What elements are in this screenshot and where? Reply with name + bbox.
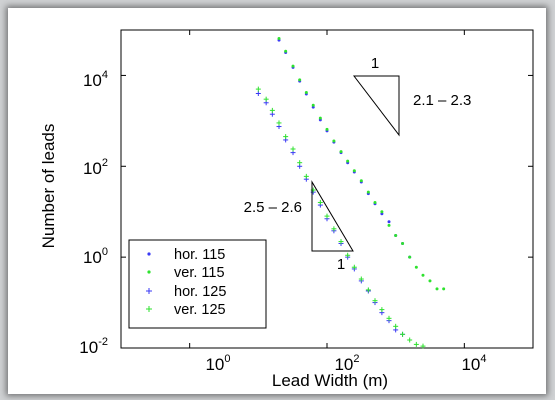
lower-triangle-slope-label: 2.5 – 2.6 <box>244 199 302 216</box>
data-point-ver-125 <box>407 337 413 343</box>
lower-slope-triangle: 2.5 – 2.6 1 <box>244 180 354 273</box>
legend-marker-hor-125 <box>146 288 152 294</box>
data-point-ver-115 <box>298 78 302 82</box>
data-point-ver-115 <box>284 49 288 53</box>
data-point-ver-115 <box>428 279 432 283</box>
data-point-ver-115 <box>394 233 398 237</box>
data-point-ver-125 <box>290 146 296 152</box>
data-point-ver-125 <box>372 298 378 304</box>
data-point-ver-115 <box>408 255 412 259</box>
data-point-ver-115 <box>352 169 356 173</box>
data-point-ver-125 <box>365 287 371 293</box>
legend-label-hor-115: hor. 115 <box>174 247 225 263</box>
upper-triangle-run-label: 1 <box>371 55 379 72</box>
data-point-ver-125 <box>269 107 275 113</box>
legend-label-ver-115: ver. 115 <box>174 265 225 281</box>
y-tick-label-1e4: 104 <box>83 69 108 90</box>
x-tick-label-1e2: 102 <box>334 353 359 374</box>
y-tick-label-1e2: 102 <box>83 157 108 178</box>
data-point-ver-125 <box>386 315 392 321</box>
data-point-ver-115 <box>373 200 377 204</box>
data-point-ver-115 <box>401 241 405 245</box>
legend-label-ver-125: ver. 125 <box>174 302 226 318</box>
data-point-ver-115 <box>291 64 295 68</box>
data-point-ver-115 <box>414 265 418 269</box>
data-point-ver-125 <box>379 307 385 313</box>
data-point-ver-115 <box>387 223 391 227</box>
data-point-ver-115 <box>277 36 281 40</box>
data-point-hor-115 <box>380 212 384 216</box>
data-point-ver-125 <box>358 276 364 282</box>
data-point-ver-115 <box>325 127 329 131</box>
x-tick-label-1e0: 100 <box>205 353 230 374</box>
data-point-ver-115 <box>421 273 425 277</box>
data-point-ver-125 <box>420 343 426 349</box>
data-point-ver-115 <box>380 210 384 214</box>
data-point-ver-115 <box>359 179 363 183</box>
data-point-ver-115 <box>332 139 336 143</box>
data-point-ver-115 <box>318 116 322 120</box>
upper-triangle-slope-label: 2.1 – 2.3 <box>413 92 471 109</box>
data-point-ver-115 <box>346 159 350 163</box>
data-point-ver-115 <box>304 91 308 95</box>
data-point-ver-125 <box>317 199 323 205</box>
data-point-ver-125 <box>263 96 269 102</box>
legend-marker-ver-115 <box>147 270 151 274</box>
data-point-ver-125 <box>297 160 303 166</box>
legend-marker-ver-125 <box>146 306 152 312</box>
data-point-ver-125 <box>338 239 344 245</box>
legend-label-hor-125: hor. 125 <box>174 284 226 300</box>
data-point-ver-125 <box>255 86 261 92</box>
tick-marks <box>121 30 533 349</box>
loglog-scatter-chart: 1 2.1 – 2.3 2.5 – 2.6 1 hor. 115 ver. 11… <box>39 29 534 390</box>
data-point-ver-125 <box>331 226 337 232</box>
upper-slope-triangle: 1 2.1 – 2.3 <box>352 55 471 137</box>
legend-box <box>128 239 267 329</box>
y-tick-label-1e-2: 10-2 <box>79 336 108 357</box>
data-point-hor-115 <box>387 220 391 224</box>
data-point-ver-125 <box>413 341 419 347</box>
legend: hor. 115 ver. 115 hor. 125 ver. 125 <box>128 239 267 329</box>
legend-marker-hor-115 <box>147 252 151 256</box>
data-points <box>255 36 446 349</box>
y-tick-label-1e0: 100 <box>83 246 108 267</box>
data-point-ver-125 <box>324 213 330 219</box>
lower-triangle-run-label: 1 <box>337 256 345 273</box>
data-point-ver-125 <box>283 134 289 140</box>
x-tick-label-1e4: 104 <box>461 353 486 374</box>
data-point-ver-115 <box>435 287 439 291</box>
figure-frame: 1 2.1 – 2.3 2.5 – 2.6 1 hor. 115 ver. 11… <box>8 8 546 394</box>
data-point-ver-115 <box>311 103 315 107</box>
data-point-ver-125 <box>303 173 309 179</box>
data-point-ver-125 <box>351 264 357 270</box>
data-point-ver-125 <box>393 323 399 329</box>
data-point-hor-125 <box>255 91 261 97</box>
data-point-ver-125 <box>345 252 351 258</box>
data-point-ver-125 <box>276 120 282 126</box>
y-axis-label: Number of leads <box>39 124 58 249</box>
data-point-ver-125 <box>400 331 406 337</box>
data-point-ver-115 <box>366 190 370 194</box>
data-point-ver-115 <box>442 287 446 291</box>
x-axis-label: Lead Width (m) <box>272 371 388 390</box>
data-point-ver-115 <box>339 150 343 154</box>
